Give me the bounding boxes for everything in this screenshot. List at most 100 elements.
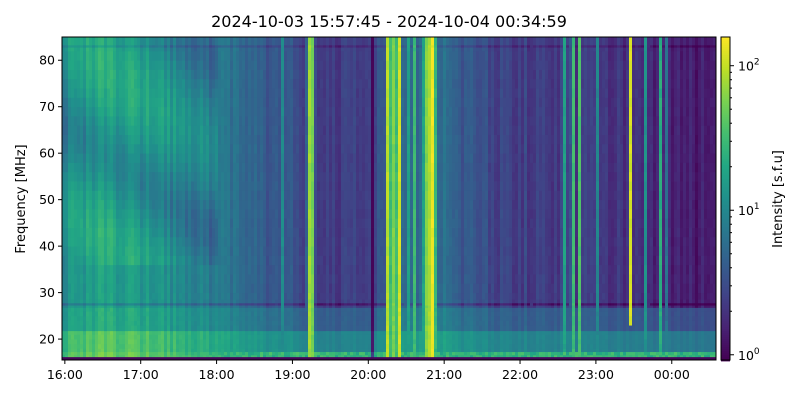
heatmap-cell bbox=[185, 190, 189, 201]
heatmap-cell bbox=[92, 181, 96, 191]
heatmap-cell bbox=[86, 302, 90, 306]
heatmap-cell bbox=[257, 311, 261, 317]
heatmap-cell bbox=[167, 47, 171, 52]
heatmap-cell bbox=[182, 325, 186, 332]
heatmap-cell bbox=[386, 264, 390, 275]
heatmap-cell bbox=[215, 274, 219, 284]
heatmap-cell bbox=[134, 106, 138, 117]
heatmap-cell bbox=[131, 208, 135, 219]
heatmap-cell bbox=[317, 236, 321, 247]
heatmap-cell bbox=[149, 78, 153, 89]
heatmap-cell bbox=[152, 153, 156, 163]
heatmap-cell bbox=[98, 264, 102, 275]
heatmap-cell bbox=[281, 339, 285, 345]
heatmap-cell bbox=[341, 283, 345, 294]
heatmap-cell bbox=[269, 283, 273, 294]
heatmap-cell bbox=[311, 134, 315, 145]
heatmap-cell bbox=[326, 199, 330, 210]
heatmap-cell bbox=[137, 283, 141, 294]
heatmap-cell bbox=[269, 37, 273, 46]
heatmap-cell bbox=[383, 330, 387, 335]
heatmap-cell bbox=[125, 351, 129, 356]
heatmap-cell bbox=[281, 125, 285, 135]
heatmap-cell bbox=[218, 60, 222, 70]
heatmap-cell bbox=[266, 334, 270, 340]
heatmap-cell bbox=[224, 50, 228, 61]
heatmap-cell bbox=[143, 264, 147, 275]
heatmap-cell bbox=[95, 227, 99, 238]
heatmap-cell bbox=[140, 106, 144, 117]
heatmap-cell bbox=[86, 339, 90, 345]
heatmap-cell bbox=[158, 134, 162, 145]
heatmap-cell bbox=[245, 320, 249, 326]
heatmap-cell bbox=[86, 60, 90, 70]
heatmap-cell bbox=[302, 218, 306, 228]
heatmap-cell bbox=[350, 302, 354, 306]
heatmap-cell bbox=[107, 199, 111, 210]
heatmap-cell bbox=[83, 305, 87, 308]
heatmap-cell bbox=[206, 351, 210, 356]
heatmap-cell bbox=[191, 274, 195, 284]
heatmap-cell bbox=[365, 264, 369, 275]
heatmap-cell bbox=[362, 116, 366, 126]
heatmap-cell bbox=[227, 246, 231, 256]
heatmap-cell bbox=[227, 339, 231, 345]
heatmap-cell bbox=[302, 348, 306, 353]
heatmap-cell bbox=[191, 116, 195, 126]
heatmap-cell bbox=[335, 60, 339, 70]
heatmap-cell bbox=[233, 190, 237, 201]
heatmap-cell bbox=[95, 208, 99, 219]
heatmap-cell bbox=[128, 50, 132, 61]
heatmap-cell bbox=[92, 307, 96, 312]
heatmap-cell bbox=[380, 339, 384, 345]
heatmap-cell bbox=[110, 351, 114, 356]
heatmap-cell bbox=[272, 78, 276, 89]
heatmap-cell bbox=[95, 330, 99, 335]
heatmap-cell bbox=[323, 190, 327, 201]
heatmap-cell bbox=[284, 125, 288, 135]
heatmap-cell bbox=[209, 320, 213, 326]
heatmap-cell bbox=[185, 218, 189, 228]
heatmap-cell bbox=[158, 320, 162, 326]
heatmap-cell bbox=[365, 190, 369, 201]
heatmap-cell bbox=[83, 181, 87, 191]
heatmap-cell bbox=[80, 199, 84, 210]
heatmap-cell bbox=[164, 218, 168, 228]
heatmap-cell bbox=[221, 208, 225, 219]
heatmap-cell bbox=[74, 236, 78, 247]
heatmap-cell bbox=[344, 283, 348, 294]
heatmap-cell bbox=[176, 311, 180, 317]
heatmap-cell bbox=[62, 227, 66, 238]
heatmap-cell bbox=[365, 283, 369, 294]
heatmap-cell bbox=[350, 292, 354, 300]
heatmap-cell bbox=[314, 78, 318, 89]
heatmap-cell bbox=[209, 106, 213, 117]
heatmap-cell bbox=[65, 315, 69, 321]
heatmap-cell bbox=[203, 311, 207, 317]
heatmap-cell bbox=[272, 274, 276, 284]
heatmap-cell bbox=[263, 153, 267, 163]
heatmap-cell bbox=[62, 351, 66, 356]
heatmap-cell bbox=[314, 190, 318, 201]
heatmap-cell bbox=[368, 37, 372, 46]
heatmap-cell bbox=[131, 181, 135, 191]
heatmap-cell bbox=[227, 78, 231, 89]
heatmap-cell bbox=[128, 315, 132, 321]
heatmap-cell bbox=[293, 330, 297, 335]
heatmap-cell bbox=[140, 171, 144, 182]
heatmap-cell bbox=[311, 255, 315, 266]
heatmap-cell bbox=[365, 315, 369, 321]
heatmap-cell bbox=[101, 299, 105, 304]
heatmap-cell bbox=[218, 69, 222, 80]
heatmap-cell bbox=[146, 264, 150, 275]
heatmap-cell bbox=[353, 227, 357, 238]
heatmap-cell bbox=[383, 246, 387, 256]
heatmap-cell bbox=[101, 143, 105, 154]
heatmap-cell bbox=[290, 218, 294, 228]
heatmap-cell bbox=[134, 255, 138, 266]
heatmap-cell bbox=[305, 190, 309, 201]
heatmap-cell bbox=[215, 106, 219, 117]
heatmap-cell bbox=[191, 60, 195, 70]
heatmap-cell bbox=[266, 69, 270, 80]
heatmap-cell bbox=[377, 125, 381, 135]
